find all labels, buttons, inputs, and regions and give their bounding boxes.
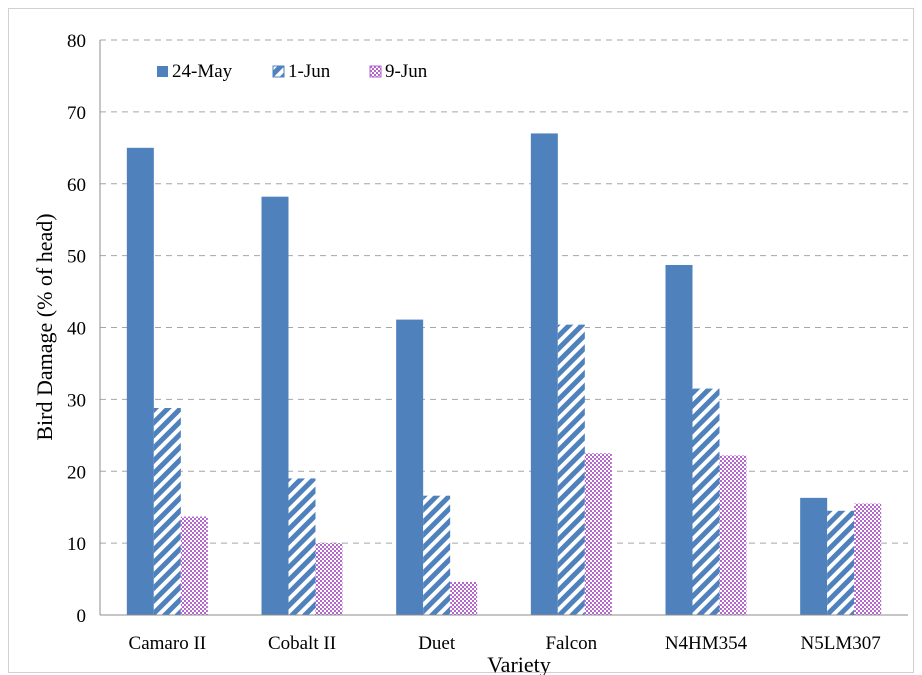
bar-24-may-camaro-ii bbox=[126, 147, 154, 615]
bar-24-may-falcon bbox=[530, 133, 558, 615]
legend-swatch bbox=[272, 65, 285, 78]
y-tick-label: 60 bbox=[67, 175, 86, 196]
legend-swatch bbox=[369, 65, 382, 78]
y-tick-label: 30 bbox=[67, 390, 86, 411]
bar-24-may-cobalt-ii bbox=[261, 196, 289, 615]
y-tick-label: 20 bbox=[67, 462, 86, 483]
bar-1-jun-n4hm354 bbox=[692, 388, 720, 615]
bar-9-jun-n4hm354 bbox=[719, 455, 747, 615]
x-tick-label: Duet bbox=[418, 633, 456, 654]
bar-9-jun-cobalt-ii bbox=[315, 543, 343, 615]
x-tick-label: Camaro II bbox=[129, 633, 207, 654]
x-axis-title: Variety bbox=[487, 652, 551, 675]
bar-1-jun-camaro-ii bbox=[153, 408, 181, 615]
bar-24-may-duet bbox=[396, 319, 424, 615]
bar-24-may-n4hm354 bbox=[665, 264, 693, 615]
axes-layer bbox=[99, 40, 908, 616]
bar-9-jun-falcon bbox=[584, 453, 612, 615]
legend-label: 1-Jun bbox=[288, 61, 331, 82]
bar-1-jun-n5lm307 bbox=[827, 510, 855, 615]
x-tick-label: Cobalt II bbox=[268, 633, 336, 654]
legend-swatch bbox=[157, 66, 168, 77]
bar-9-jun-camaro-ii bbox=[180, 516, 208, 615]
x-tick-label: N5LM307 bbox=[801, 633, 881, 654]
y-tick-label: 50 bbox=[67, 247, 86, 268]
x-tick-labels: Camaro II Cobalt II Duet Falcon N4HM354 N5LM3… bbox=[129, 633, 881, 654]
y-tick-label: 10 bbox=[67, 534, 86, 555]
legend-label: 24-May bbox=[172, 61, 233, 82]
bars-layer bbox=[126, 133, 882, 615]
y-tick-label: 0 bbox=[77, 606, 87, 627]
bar-9-jun-duet bbox=[450, 581, 478, 615]
y-tick-label: 80 bbox=[67, 31, 86, 52]
bar-1-jun-falcon bbox=[557, 324, 585, 615]
y-tick-label: 40 bbox=[67, 319, 86, 340]
x-tick-label: N4HM354 bbox=[665, 633, 748, 654]
legend: 24-May 1-Jun 9-Jun bbox=[157, 61, 428, 82]
bar-1-jun-cobalt-ii bbox=[288, 478, 316, 615]
y-axis-title: Bird Damage (% of head) bbox=[32, 213, 57, 440]
y-tick-labels: 0 10 20 30 40 50 60 70 80 bbox=[67, 31, 86, 627]
bar-9-jun-n5lm307 bbox=[854, 503, 882, 615]
legend-label: 9-Jun bbox=[385, 61, 428, 82]
x-tick-label: Falcon bbox=[545, 633, 597, 654]
bar-24-may-n5lm307 bbox=[800, 497, 828, 615]
bar-1-jun-duet bbox=[423, 495, 451, 615]
gridlines bbox=[100, 39, 908, 544]
y-tick-label: 70 bbox=[67, 103, 86, 124]
